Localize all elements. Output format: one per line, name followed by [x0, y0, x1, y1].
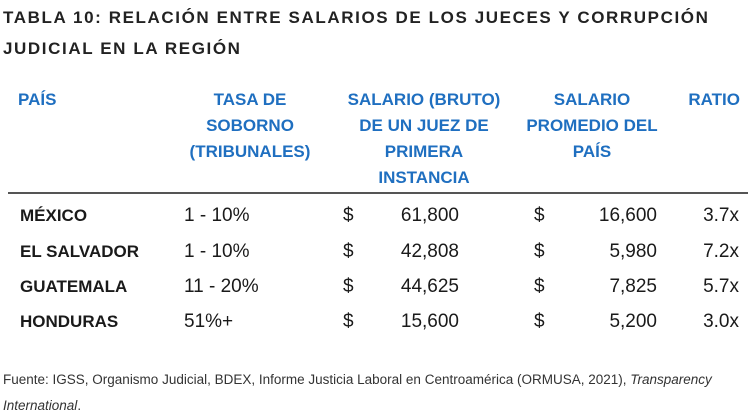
- cell-salario-promedio: 16,600: [598, 205, 657, 226]
- cell-salario-juez: 44,625: [400, 276, 459, 297]
- cell-salario-juez: 61,800: [400, 205, 459, 226]
- header-salario-promedio: SALARIO PROMEDIO DEL PAÍS: [526, 90, 658, 161]
- cell-tasa: 1 - 10%: [184, 241, 250, 262]
- cell-ratio: 3.0x: [703, 311, 739, 332]
- cell-tasa: 1 - 10%: [184, 205, 250, 226]
- cell-ratio: 5.7x: [703, 276, 739, 297]
- table-title: TABLA 10: RELACIÓN ENTRE SALARIOS DE LOS…: [3, 8, 710, 58]
- header-ratio: RATIO: [688, 90, 740, 109]
- cell-salario-juez: 15,600: [400, 311, 459, 332]
- currency-symbol: $: [534, 241, 545, 262]
- cell-pais: MÉXICO: [20, 206, 88, 225]
- cell-tasa: 11 - 20%: [184, 276, 259, 297]
- currency-symbol: $: [534, 276, 545, 297]
- currency-symbol: $: [343, 276, 354, 297]
- cell-tasa: 51%+: [184, 311, 234, 332]
- currency-symbol: $: [534, 311, 545, 332]
- cell-salario-juez: 42,808: [400, 241, 459, 262]
- currency-symbol: $: [534, 205, 545, 226]
- cell-salario-promedio: 5,200: [609, 311, 657, 332]
- source-note: Fuente: IGSS, Organismo Judicial, BDEX, …: [3, 367, 748, 419]
- header-salario-juez: SALARIO (BRUTO) DE UN JUEZ DE PRIMERA IN…: [347, 90, 501, 187]
- cell-pais: EL SALVADOR: [20, 242, 140, 261]
- header-pais: PAÍS: [18, 90, 57, 109]
- currency-symbol: $: [343, 205, 354, 226]
- header-divider: [8, 192, 748, 194]
- cell-pais: HONDURAS: [20, 312, 119, 331]
- cell-ratio: 3.7x: [703, 205, 739, 226]
- source-text: Fuente: IGSS, Organismo Judicial, BDEX, …: [3, 372, 631, 387]
- header-tasa-soborno: TASA DE SOBORNO (TRIBUNALES): [189, 90, 311, 161]
- currency-symbol: $: [343, 241, 354, 262]
- cell-salario-promedio: 5,980: [609, 241, 657, 262]
- currency-symbol: $: [343, 311, 354, 332]
- source-italic: Transparency International: [3, 372, 712, 413]
- cell-salario-promedio: 7,825: [609, 276, 657, 297]
- cell-pais: GUATEMALA: [20, 277, 128, 296]
- source-end: .: [77, 398, 82, 413]
- cell-ratio: 7.2x: [703, 241, 739, 262]
